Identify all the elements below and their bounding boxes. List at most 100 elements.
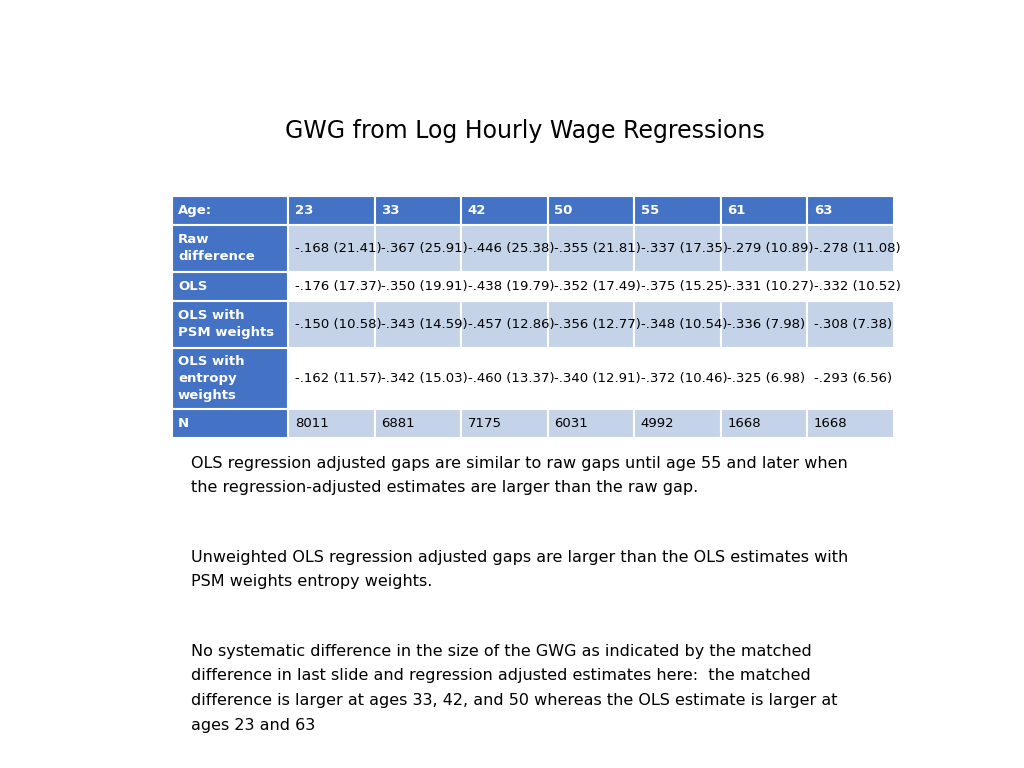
Text: -.162 (11.57): -.162 (11.57) bbox=[295, 372, 382, 385]
FancyBboxPatch shape bbox=[721, 272, 807, 301]
FancyBboxPatch shape bbox=[721, 348, 807, 409]
FancyBboxPatch shape bbox=[462, 272, 548, 301]
FancyBboxPatch shape bbox=[462, 348, 548, 409]
FancyBboxPatch shape bbox=[289, 225, 375, 272]
Text: -.457 (12.86): -.457 (12.86) bbox=[468, 318, 554, 331]
Text: 6031: 6031 bbox=[554, 417, 588, 430]
FancyBboxPatch shape bbox=[289, 196, 375, 225]
Text: -.342 (15.03): -.342 (15.03) bbox=[381, 372, 468, 385]
Text: 50: 50 bbox=[554, 204, 572, 217]
Text: 1668: 1668 bbox=[727, 417, 761, 430]
FancyBboxPatch shape bbox=[548, 301, 634, 348]
FancyBboxPatch shape bbox=[172, 272, 289, 301]
FancyBboxPatch shape bbox=[548, 348, 634, 409]
FancyBboxPatch shape bbox=[375, 348, 462, 409]
FancyBboxPatch shape bbox=[721, 225, 807, 272]
Text: -.356 (12.77): -.356 (12.77) bbox=[554, 318, 641, 331]
Text: -.336 (7.98): -.336 (7.98) bbox=[727, 318, 805, 331]
FancyBboxPatch shape bbox=[634, 301, 721, 348]
Text: N: N bbox=[178, 417, 189, 430]
Text: 1668: 1668 bbox=[814, 417, 847, 430]
FancyBboxPatch shape bbox=[172, 348, 289, 409]
FancyBboxPatch shape bbox=[548, 225, 634, 272]
FancyBboxPatch shape bbox=[807, 301, 894, 348]
FancyBboxPatch shape bbox=[634, 196, 721, 225]
Text: -.350 (19.91): -.350 (19.91) bbox=[381, 280, 468, 293]
Text: -.308 (7.38): -.308 (7.38) bbox=[814, 318, 892, 331]
Text: 42: 42 bbox=[468, 204, 486, 217]
FancyBboxPatch shape bbox=[634, 409, 721, 438]
FancyBboxPatch shape bbox=[807, 196, 894, 225]
FancyBboxPatch shape bbox=[807, 272, 894, 301]
FancyBboxPatch shape bbox=[375, 225, 462, 272]
Text: 23: 23 bbox=[295, 204, 313, 217]
Text: -.332 (10.52): -.332 (10.52) bbox=[814, 280, 900, 293]
FancyBboxPatch shape bbox=[375, 272, 462, 301]
Text: -.279 (10.89): -.279 (10.89) bbox=[727, 242, 814, 255]
Text: 6881: 6881 bbox=[381, 417, 415, 430]
Text: -.372 (10.46): -.372 (10.46) bbox=[641, 372, 727, 385]
FancyBboxPatch shape bbox=[807, 409, 894, 438]
Text: OLS with
entropy
weights: OLS with entropy weights bbox=[178, 355, 245, 402]
FancyBboxPatch shape bbox=[721, 301, 807, 348]
Text: -.352 (17.49): -.352 (17.49) bbox=[554, 280, 641, 293]
Text: -.278 (11.08): -.278 (11.08) bbox=[814, 242, 900, 255]
FancyBboxPatch shape bbox=[807, 348, 894, 409]
FancyBboxPatch shape bbox=[375, 409, 462, 438]
Text: -.446 (25.38): -.446 (25.38) bbox=[468, 242, 554, 255]
FancyBboxPatch shape bbox=[289, 301, 375, 348]
FancyBboxPatch shape bbox=[462, 196, 548, 225]
FancyBboxPatch shape bbox=[807, 225, 894, 272]
Text: Raw
difference: Raw difference bbox=[178, 233, 255, 263]
Text: Unweighted OLS regression adjusted gaps are larger than the OLS estimates with
P: Unweighted OLS regression adjusted gaps … bbox=[191, 550, 849, 590]
Text: GWG from Log Hourly Wage Regressions: GWG from Log Hourly Wage Regressions bbox=[285, 118, 765, 143]
Text: 4992: 4992 bbox=[641, 417, 675, 430]
Text: -.293 (6.56): -.293 (6.56) bbox=[814, 372, 892, 385]
FancyBboxPatch shape bbox=[172, 409, 289, 438]
Text: -.337 (17.35): -.337 (17.35) bbox=[641, 242, 728, 255]
FancyBboxPatch shape bbox=[172, 196, 289, 225]
FancyBboxPatch shape bbox=[375, 301, 462, 348]
FancyBboxPatch shape bbox=[634, 272, 721, 301]
FancyBboxPatch shape bbox=[172, 301, 289, 348]
FancyBboxPatch shape bbox=[462, 409, 548, 438]
FancyBboxPatch shape bbox=[548, 272, 634, 301]
FancyBboxPatch shape bbox=[289, 272, 375, 301]
Text: -.367 (25.91): -.367 (25.91) bbox=[381, 242, 468, 255]
FancyBboxPatch shape bbox=[548, 196, 634, 225]
Text: OLS with
PSM weights: OLS with PSM weights bbox=[178, 310, 274, 339]
Text: -.150 (10.58): -.150 (10.58) bbox=[295, 318, 381, 331]
Text: 33: 33 bbox=[381, 204, 399, 217]
Text: 7175: 7175 bbox=[468, 417, 502, 430]
Text: -.375 (15.25): -.375 (15.25) bbox=[641, 280, 728, 293]
Text: No systematic difference in the size of the GWG as indicated by the matched
diff: No systematic difference in the size of … bbox=[191, 644, 838, 733]
FancyBboxPatch shape bbox=[634, 348, 721, 409]
FancyBboxPatch shape bbox=[172, 225, 289, 272]
Text: -.438 (19.79): -.438 (19.79) bbox=[468, 280, 554, 293]
Text: OLS: OLS bbox=[178, 280, 208, 293]
FancyBboxPatch shape bbox=[721, 196, 807, 225]
FancyBboxPatch shape bbox=[289, 348, 375, 409]
Text: 8011: 8011 bbox=[295, 417, 329, 430]
FancyBboxPatch shape bbox=[548, 409, 634, 438]
Text: 61: 61 bbox=[727, 204, 745, 217]
Text: Age:: Age: bbox=[178, 204, 212, 217]
Text: -.343 (14.59): -.343 (14.59) bbox=[381, 318, 468, 331]
Text: -.325 (6.98): -.325 (6.98) bbox=[727, 372, 805, 385]
FancyBboxPatch shape bbox=[462, 301, 548, 348]
Text: -.331 (10.27): -.331 (10.27) bbox=[727, 280, 814, 293]
FancyBboxPatch shape bbox=[721, 409, 807, 438]
FancyBboxPatch shape bbox=[634, 225, 721, 272]
Text: 55: 55 bbox=[641, 204, 659, 217]
Text: -.168 (21.41): -.168 (21.41) bbox=[295, 242, 381, 255]
Text: -.348 (10.54): -.348 (10.54) bbox=[641, 318, 727, 331]
Text: -.176 (17.37): -.176 (17.37) bbox=[295, 280, 382, 293]
Text: -.460 (13.37): -.460 (13.37) bbox=[468, 372, 554, 385]
Text: 63: 63 bbox=[814, 204, 833, 217]
Text: -.340 (12.91): -.340 (12.91) bbox=[554, 372, 641, 385]
FancyBboxPatch shape bbox=[462, 225, 548, 272]
Text: OLS regression adjusted gaps are similar to raw gaps until age 55 and later when: OLS regression adjusted gaps are similar… bbox=[191, 456, 848, 495]
FancyBboxPatch shape bbox=[375, 196, 462, 225]
FancyBboxPatch shape bbox=[289, 409, 375, 438]
Text: -.355 (21.81): -.355 (21.81) bbox=[554, 242, 641, 255]
